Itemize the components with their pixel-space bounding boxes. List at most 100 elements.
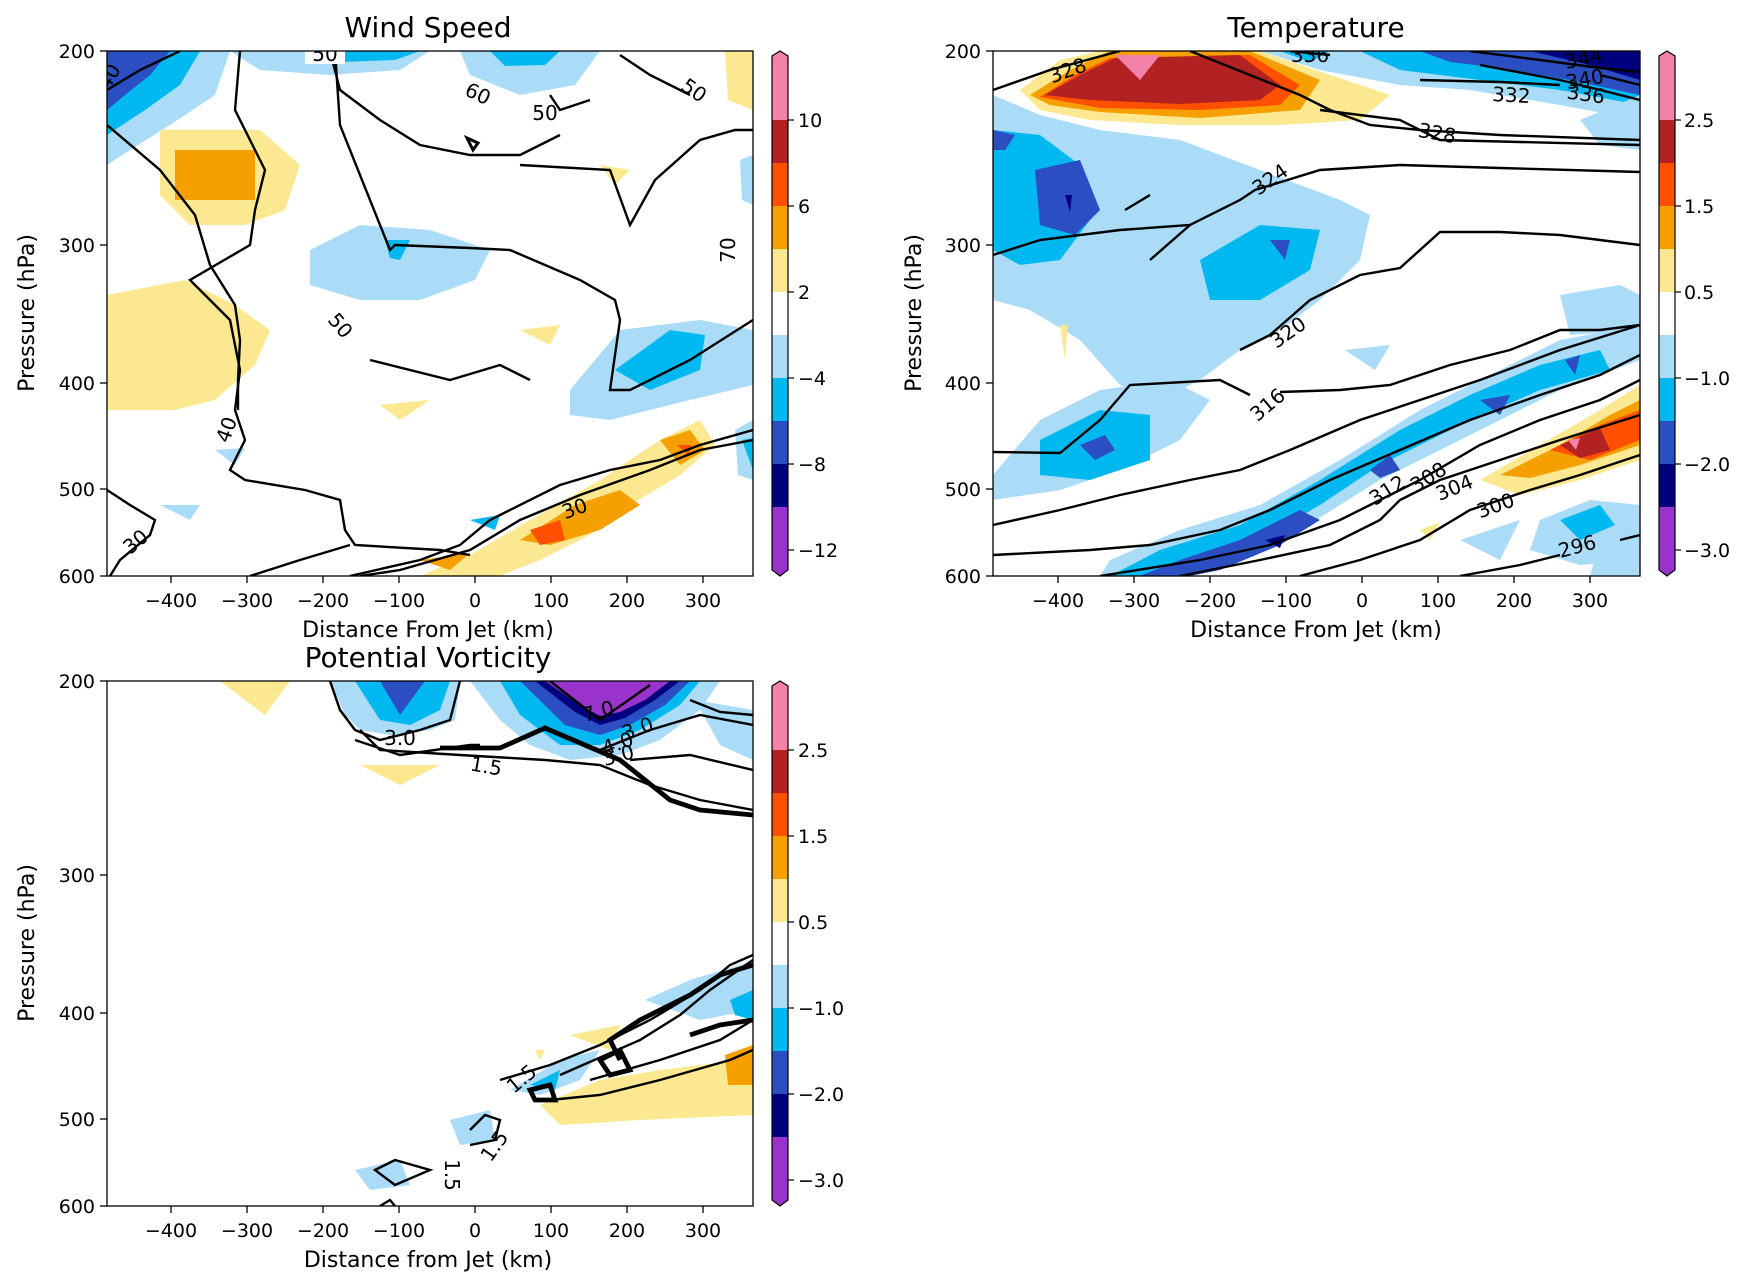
y-tick-label: 300 <box>59 235 95 257</box>
pv-contour-lines <box>328 681 753 1206</box>
pv-x-axis-label: Distance from Jet (km) <box>304 1248 552 1273</box>
wind-colorbar-tick: 2 <box>798 282 810 304</box>
panel-temperature: Temperature <box>902 11 1730 643</box>
x-tick-label: −300 <box>221 1220 273 1242</box>
temp-fill-pos5 <box>1560 428 1610 458</box>
temp-title: Temperature <box>1226 11 1404 44</box>
pv-fill-pos2 <box>220 681 290 715</box>
pv-axes-frame <box>106 680 754 1207</box>
pv-contour-fill: 7.0 3.0 3.0 4.0 3.0 1.5 1.5 1.5 1.5 <box>107 681 753 1206</box>
temp-fill-neg2 <box>1580 95 1640 150</box>
y-tick-label: 200 <box>59 41 95 63</box>
wind-fill-neg2 <box>310 225 490 300</box>
pv-fill-pos2 <box>535 1050 545 1060</box>
pv-contour-lines-bold <box>440 725 753 1103</box>
pv-fill-neg3 <box>730 990 753 1020</box>
x-tick-label: 200 <box>609 590 645 612</box>
x-tick-label: −400 <box>1032 590 1084 612</box>
temp-fill-neg5 <box>1065 195 1072 212</box>
pv-y-ticks: 200 300 400 500 600 <box>59 671 107 1218</box>
pv-colorbar-tick: −1.0 <box>798 998 844 1020</box>
wind-fill-neg3 <box>330 51 420 62</box>
pv-fill-neg-extend <box>545 681 670 716</box>
x-tick-label: 200 <box>609 1220 645 1242</box>
wind-axes-frame <box>106 50 754 577</box>
wind-x-ticks: −400 −300 −200 −100 0 100 200 300 <box>145 576 721 612</box>
temp-x-ticks: −400 −300 −200 −100 0 100 200 300 <box>1032 576 1608 612</box>
temp-fill-neg2 <box>1560 285 1640 335</box>
wind-contour-lines <box>107 51 753 576</box>
x-tick-label: −100 <box>1260 590 1312 612</box>
y-tick-label: 400 <box>59 1003 95 1025</box>
wind-fill-neg2 <box>460 51 600 95</box>
x-tick-label: 300 <box>1572 590 1608 612</box>
wind-fill-pos3 <box>420 553 470 570</box>
pv-y-axis-label: Pressure (hPa) <box>15 864 40 1022</box>
wind-fill-neg3 <box>742 438 753 470</box>
temp-fill-neg4 <box>1565 355 1580 375</box>
wind-y-ticks: 200 300 400 500 600 <box>59 41 107 588</box>
x-tick-label: 300 <box>685 1220 721 1242</box>
wind-fill-neg3 <box>490 51 560 66</box>
temp-fill-pos5 <box>1045 55 1280 104</box>
temp-colorbar-tick: 2.5 <box>1684 110 1714 132</box>
wind-fill-pos2 <box>420 420 715 576</box>
y-tick-label: 300 <box>945 235 981 257</box>
temp-x-axis-label: Distance From Jet (km) <box>1190 618 1442 643</box>
pv-contour-label: 1.5 <box>468 752 503 781</box>
temp-y-ticks: 200 300 400 500 600 <box>945 41 993 588</box>
temp-fill-neg3 <box>1110 350 1610 576</box>
pv-x-ticks: −400 −300 −200 −100 0 100 200 300 <box>145 1206 721 1242</box>
temp-fill-neg2 <box>993 95 1370 400</box>
x-tick-label: −400 <box>145 590 197 612</box>
temp-colorbar-tick: 1.5 <box>1684 196 1714 218</box>
panel-potential-vorticity: Potential Vorticity <box>15 641 844 1273</box>
temp-fill-neg2 <box>1590 530 1640 576</box>
temp-contour-label: 336 <box>1565 80 1606 109</box>
wind-colorbar: 10 6 2 −4 −8 −12 <box>771 50 838 577</box>
pv-contour-label: 3.0 <box>384 726 416 750</box>
y-tick-label: 400 <box>945 373 981 395</box>
pv-fill-pos2 <box>570 1025 620 1050</box>
wind-fill-neg2 <box>160 505 200 520</box>
x-tick-label: 0 <box>1356 590 1368 612</box>
temp-fill-neg4 <box>993 130 1015 150</box>
x-tick-label: 100 <box>1420 590 1456 612</box>
y-tick-label: 600 <box>945 566 981 588</box>
wind-x-axis-label: Distance From Jet (km) <box>302 618 554 643</box>
temp-fill-neg2 <box>1460 520 1520 560</box>
temp-fill-pos-extend <box>1568 438 1580 450</box>
wind-colorbar-tick: −12 <box>798 540 838 562</box>
wind-contour-label: 50 <box>532 101 557 125</box>
temp-colorbar-tick: 0.5 <box>1684 282 1714 304</box>
pv-fill-neg4 <box>380 681 425 715</box>
temp-contour-label: 332 <box>1492 82 1531 108</box>
pv-colorbar-tick: 2.5 <box>798 740 828 762</box>
pv-colorbar-tick: −2.0 <box>798 1084 844 1106</box>
wind-fill-pos2 <box>520 325 560 345</box>
y-tick-label: 500 <box>59 479 95 501</box>
pv-contour-label: 1.5 <box>440 1159 464 1191</box>
y-tick-label: 200 <box>945 41 981 63</box>
temp-colorbar-tick: −2.0 <box>1684 454 1730 476</box>
temp-contour-label: 344 <box>1562 42 1604 73</box>
temp-fill-pos2 <box>1420 522 1440 540</box>
x-tick-label: 100 <box>533 590 569 612</box>
x-tick-label: 0 <box>469 590 481 612</box>
y-tick-label: 600 <box>59 566 95 588</box>
wind-fill-pos4 <box>530 520 565 545</box>
temp-contour-label: 336 <box>1291 43 1329 67</box>
temp-colorbar-tick: −3.0 <box>1684 540 1730 562</box>
x-tick-label: 200 <box>1496 590 1532 612</box>
pv-fill-pos2 <box>360 765 440 785</box>
x-tick-label: 300 <box>685 590 721 612</box>
x-tick-label: −200 <box>297 590 349 612</box>
wind-colorbar-tick: −8 <box>798 454 826 476</box>
wind-contour-fill: 50 60 50 50 70 40 50 40 30 30 <box>107 51 753 576</box>
temp-fill-pos-extend <box>1115 55 1160 80</box>
pv-fill-pos3 <box>725 1045 753 1085</box>
temp-fill-pos3 <box>1500 400 1640 478</box>
x-tick-label: 100 <box>533 1220 569 1242</box>
panel-wind-speed: Wind Speed <box>15 11 838 643</box>
